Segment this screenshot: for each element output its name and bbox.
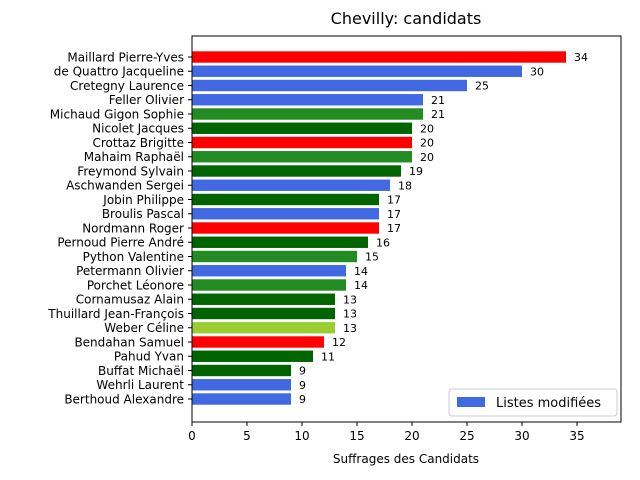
candidate-label-9: Aschwanden Sergei (66, 179, 184, 193)
value-label-5: 20 (420, 122, 434, 135)
x-tick-label-1: 5 (243, 429, 251, 443)
x-tick-label-3: 15 (349, 429, 364, 443)
candidate-label-3: Feller Olivier (109, 93, 184, 107)
candidate-label-6: Crottaz Brigitte (92, 136, 184, 150)
candidate-label-20: Bendahan Samuel (74, 335, 184, 349)
value-label-18: 13 (343, 308, 357, 321)
bar-19 (192, 322, 335, 334)
bar-9 (192, 179, 390, 191)
candidate-label-13: Pernoud Pierre André (57, 236, 184, 250)
candidate-label-11: Broulis Pascal (102, 207, 184, 221)
candidate-label-17: Cornamusaz Alain (76, 293, 184, 307)
bar-5 (192, 122, 412, 134)
value-label-1: 30 (530, 65, 544, 78)
bar-2 (192, 79, 467, 92)
value-label-22: 9 (299, 365, 306, 378)
bar-21 (192, 350, 313, 362)
bar-24 (192, 393, 291, 405)
candidate-label-14: Python Valentine (83, 250, 184, 264)
candidate-label-16: Porchet Léonore (87, 278, 184, 292)
candidate-label-10: Jobin Philippe (102, 193, 184, 207)
x-tick-label-2: 10 (294, 429, 309, 443)
value-label-6: 20 (420, 137, 434, 150)
candidate-label-15: Petermann Olivier (76, 264, 184, 278)
value-labels: 3430252121202020191817171716151414131313… (299, 51, 588, 406)
x-tick-label-6: 30 (514, 429, 529, 443)
bar-13 (192, 236, 368, 248)
candidate-label-5: Nicolet Jacques (92, 122, 184, 136)
value-label-21: 11 (321, 350, 335, 363)
candidate-label-24: Berthoud Alexandre (64, 392, 184, 406)
bar-11 (192, 208, 379, 220)
value-label-23: 9 (299, 379, 306, 392)
candidate-label-21: Pahud Yvan (114, 350, 184, 364)
value-label-10: 17 (387, 194, 401, 207)
value-label-14: 15 (365, 251, 379, 264)
bars-layer (192, 51, 566, 405)
x-tick-label-0: 0 (188, 429, 196, 443)
candidate-label-12: Nordmann Roger (82, 221, 184, 235)
candidate-label-4: Michaud Gigon Sophie (50, 107, 184, 121)
bar-4 (192, 108, 423, 120)
plot-frame (191, 35, 622, 423)
value-label-12: 17 (387, 222, 401, 235)
x-axis: 0 5 10 15 20 25 30 35 (188, 422, 585, 443)
bar-17 (192, 293, 335, 305)
value-label-8: 19 (409, 165, 423, 178)
bar-15 (192, 265, 346, 277)
value-label-15: 14 (354, 265, 368, 278)
candidate-label-22: Buffat Michaël (98, 364, 184, 378)
value-label-13: 16 (376, 236, 390, 249)
bar-8 (192, 165, 401, 177)
bar-20 (192, 336, 324, 348)
x-axis-label: Suffrages des Candidats (333, 452, 479, 466)
candidate-label-0: Maillard Pierre-Yves (67, 50, 184, 64)
bar-18 (192, 307, 335, 320)
x-tick-label-5: 25 (459, 429, 474, 443)
bar-7 (192, 151, 412, 163)
value-label-7: 20 (420, 151, 434, 164)
bar-14 (192, 250, 357, 263)
bar-0 (192, 51, 566, 63)
candidate-label-2: Cretegny Laurence (70, 79, 184, 93)
value-label-3: 21 (431, 94, 445, 107)
value-label-19: 13 (343, 322, 357, 335)
candidate-label-1: de Quattro Jacqueline (54, 65, 184, 79)
x-tick-label-4: 20 (404, 429, 419, 443)
bar-22 (192, 364, 291, 377)
legend-frame (448, 388, 618, 417)
candidate-label-23: Wehrli Laurent (96, 378, 184, 392)
value-label-24: 9 (299, 393, 306, 406)
value-label-17: 13 (343, 293, 357, 306)
bar-6 (192, 136, 412, 149)
candidate-label-8: Freymond Sylvain (77, 164, 184, 178)
bar-12 (192, 222, 379, 234)
value-label-16: 14 (354, 279, 368, 292)
bar-16 (192, 279, 346, 291)
value-label-0: 34 (574, 51, 588, 64)
value-label-20: 12 (332, 336, 346, 349)
legend: Listes modifiées (448, 388, 618, 417)
value-label-11: 17 (387, 208, 401, 221)
chart-title: Chevilly: candidats (331, 9, 482, 28)
legend-entry-label: Listes modifiées (496, 396, 601, 411)
bar-1 (192, 65, 522, 77)
candidate-label-7: Mahaim Raphaël (84, 150, 184, 164)
candidate-label-18: Thuillard Jean-François (47, 307, 184, 321)
bar-23 (192, 379, 291, 391)
candidate-label-19: Weber Céline (104, 321, 184, 335)
legend-swatch (457, 397, 485, 407)
value-label-4: 21 (431, 108, 445, 121)
value-label-2: 25 (475, 80, 489, 93)
x-tick-label-7: 35 (569, 429, 584, 443)
bar-3 (192, 94, 423, 106)
value-label-9: 18 (398, 179, 412, 192)
bar-10 (192, 193, 379, 206)
